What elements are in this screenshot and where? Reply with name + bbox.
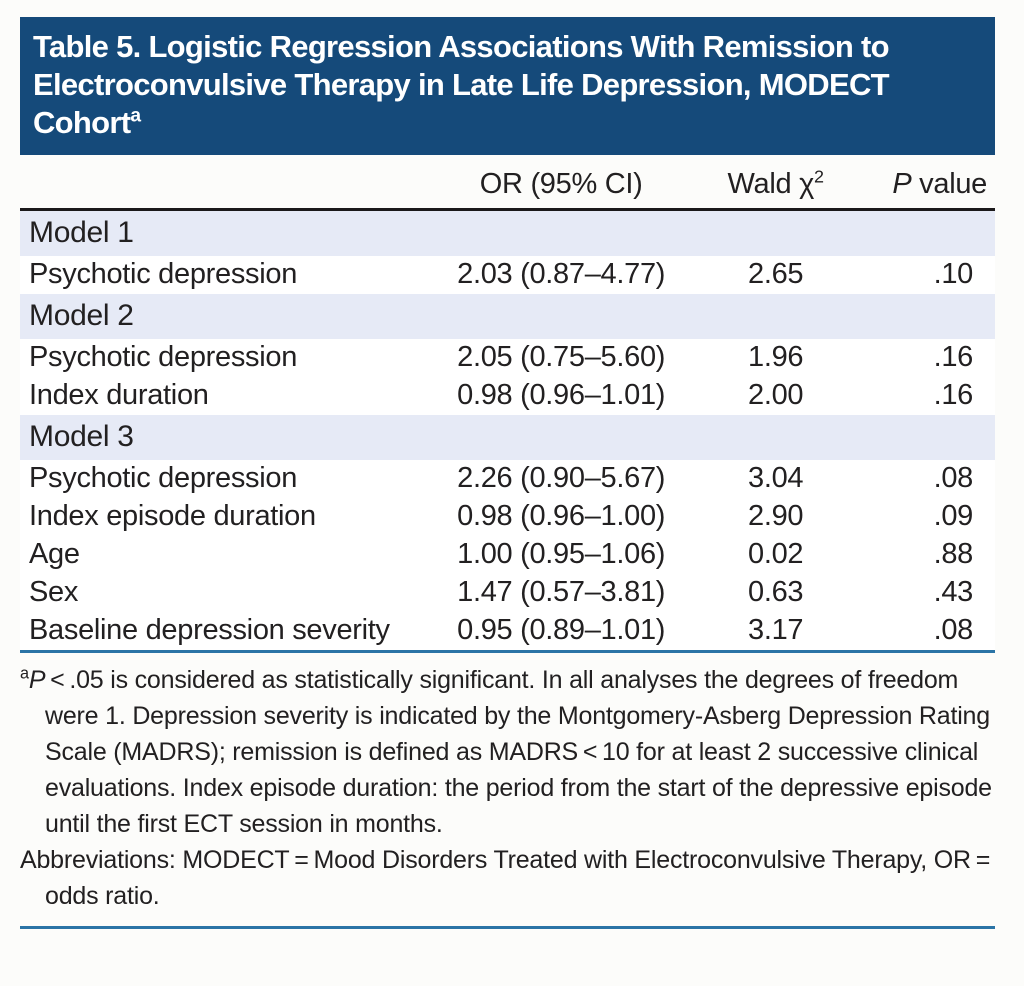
table-figure: Table 5. Logistic Regression Association… <box>20 17 995 929</box>
wald-cell: 3.04 <box>692 460 859 498</box>
table-title-band: Table 5. Logistic Regression Association… <box>20 17 995 155</box>
or-ci-cell: 1.47 (0.57–3.81) <box>429 574 693 612</box>
footnote-abbreviations: Abbreviations: MODECT = Mood Disorders T… <box>20 846 995 910</box>
or-ci-cell: 2.05 (0.75–5.60) <box>429 339 693 377</box>
table-row: Baseline depression severity 0.95 (0.89–1… <box>20 612 995 650</box>
table-row: Psychotic depression 2.26 (0.90–5.67) 3.04… <box>20 460 995 498</box>
table-row: Psychotic depression 2.05 (0.75–5.60) 1.96… <box>20 339 995 377</box>
wald-cell: 2.90 <box>692 498 859 536</box>
or-ci-cell: 0.98 (0.96–1.01) <box>429 377 693 415</box>
or-ci-cell: 2.26 (0.90–5.67) <box>429 460 693 498</box>
predictor-cell: Baseline depression severity <box>20 612 430 650</box>
header-row: OR (95% CI) Wald χ2 P value <box>20 155 995 211</box>
header-p-value: P value <box>858 155 995 211</box>
table-title: Table 5. Logistic Regression Association… <box>33 29 890 140</box>
wald-cell: 2.00 <box>692 377 859 415</box>
wald-cell: 0.02 <box>692 536 859 574</box>
table-row: Age 1.00 (0.95–1.06) 0.02.88 <box>20 536 995 574</box>
p-value-cell: .16 <box>858 339 995 377</box>
p-value-cell: .10 <box>858 256 995 294</box>
model-section-row: Model 3 <box>20 415 995 460</box>
table-row: Sex 1.47 (0.57–3.81) 0.63.43 <box>20 574 995 612</box>
p-value-cell: .43 <box>858 574 995 612</box>
predictor-cell: Sex <box>20 574 430 612</box>
table-row: Index duration 0.98 (0.96–1.01) 2.00.16 <box>20 377 995 415</box>
figure-bottom-rule-wrap <box>20 926 995 929</box>
predictor-cell: Psychotic depression <box>20 460 430 498</box>
model-section-row: Model 1 <box>20 209 995 256</box>
predictor-cell: Index duration <box>20 377 430 415</box>
header-p-rest: value <box>911 168 987 200</box>
header-p-italic: P <box>892 168 912 200</box>
or-ci-cell: 1.00 (0.95–1.06) <box>429 536 693 574</box>
or-ci-cell: 2.03 (0.87–4.77) <box>429 256 693 294</box>
regression-table: OR (95% CI) Wald χ2 P value Model 1 Psych… <box>20 155 995 650</box>
footnote-p-italic: P <box>28 666 46 694</box>
wald-cell: 1.96 <box>692 339 859 377</box>
p-value-cell: .08 <box>858 612 995 650</box>
table-title-footnote-marker: a <box>130 105 141 127</box>
figure-bottom-rule <box>20 926 995 929</box>
predictor-cell: Age <box>20 536 430 574</box>
predictor-cell: Psychotic depression <box>20 256 430 294</box>
header-or-ci: OR (95% CI) <box>429 155 693 211</box>
p-value-cell: .88 <box>858 536 995 574</box>
wald-cell: 0.63 <box>692 574 859 612</box>
predictor-cell: Index episode duration <box>20 498 430 536</box>
p-value-cell: .16 <box>858 377 995 415</box>
footnote-marker: a <box>20 664 29 683</box>
model-section-label: Model 1 <box>20 209 995 256</box>
footnote-general-text: < .05 is considered as statistically sig… <box>45 666 992 838</box>
header-wald-exponent: 2 <box>814 166 824 187</box>
footnote-general: aP < .05 is considered as statistically … <box>20 662 995 842</box>
model-section-row: Model 2 <box>20 294 995 339</box>
header-wald-text: Wald χ <box>727 168 815 200</box>
or-ci-cell: 0.98 (0.96–1.00) <box>429 498 693 536</box>
header-wald-chi-squared: Wald χ2 <box>692 155 859 211</box>
p-value-cell: .09 <box>858 498 995 536</box>
table-bottom-rule <box>20 650 995 653</box>
model-section-label: Model 2 <box>20 294 995 339</box>
or-ci-cell: 0.95 (0.89–1.01) <box>429 612 693 650</box>
header-predictor <box>20 155 430 211</box>
predictor-cell: Psychotic depression <box>20 339 430 377</box>
model-section-label: Model 3 <box>20 415 995 460</box>
wald-cell: 2.65 <box>692 256 859 294</box>
footnotes: aP < .05 is considered as statistically … <box>20 662 995 914</box>
table-row: Index episode duration 0.98 (0.96–1.00) 2.… <box>20 498 995 536</box>
wald-cell: 3.17 <box>692 612 859 650</box>
table-row: Psychotic depression 2.03 (0.87–4.77) 2.65… <box>20 256 995 294</box>
p-value-cell: .08 <box>858 460 995 498</box>
